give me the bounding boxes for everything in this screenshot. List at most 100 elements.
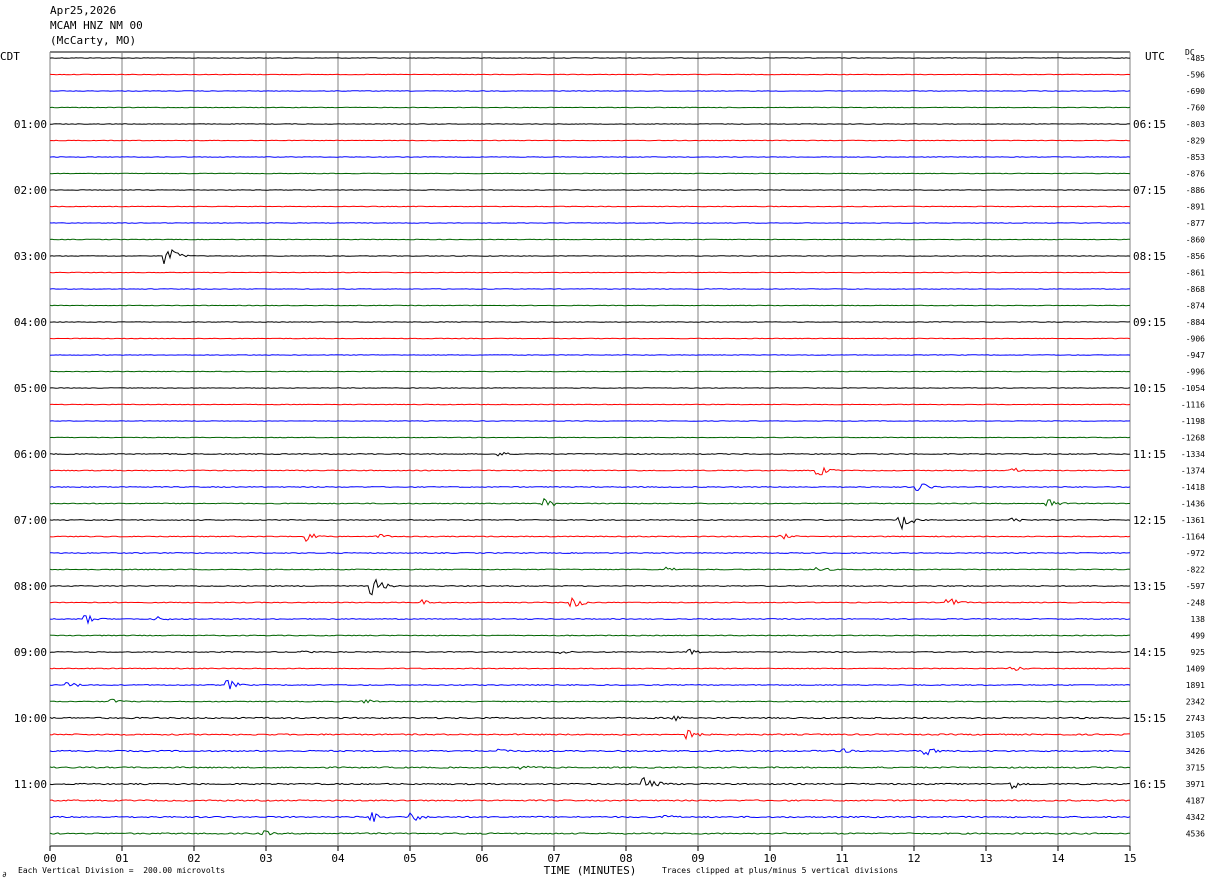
left-hour-label: 01:00 — [14, 118, 47, 131]
x-tick-label: 09 — [691, 852, 704, 865]
dc-offset-value: -829 — [1186, 137, 1205, 146]
seismic-trace — [49, 578, 1131, 596]
dc-offset-value: -760 — [1186, 104, 1205, 113]
dc-offset-value: -884 — [1186, 318, 1205, 327]
seismic-trace — [49, 566, 1131, 571]
dc-offset-value: -1374 — [1181, 467, 1205, 476]
dc-offset-value: 4187 — [1186, 797, 1205, 806]
dc-offset-value: -1334 — [1181, 450, 1205, 459]
seismic-trace — [49, 497, 1130, 507]
left-hour-label: 06:00 — [14, 448, 47, 461]
dc-offset-value: 925 — [1191, 648, 1206, 657]
dc-offset-value: -1054 — [1181, 384, 1205, 393]
scale-note: Each Vertical Division = 200.00 microvol… — [18, 866, 226, 875]
dc-offset-value: -596 — [1186, 71, 1205, 80]
left-hour-label: 05:00 — [14, 382, 47, 395]
seismic-trace — [49, 830, 1130, 836]
left-hour-label: 09:00 — [14, 646, 47, 659]
x-tick-label: 05 — [403, 852, 416, 865]
x-tick-label: 03 — [259, 852, 272, 865]
seismic-trace — [49, 765, 1131, 770]
dc-offset-value: -861 — [1186, 269, 1205, 278]
dc-offset-value: -1116 — [1181, 401, 1205, 410]
dc-offset-label: DC — [1185, 48, 1195, 57]
left-hour-label: 03:00 — [14, 250, 47, 263]
dc-offset-value: -1164 — [1181, 533, 1205, 542]
seismic-trace — [49, 552, 1131, 554]
right-hour-label: 06:15 — [1133, 118, 1166, 131]
dc-offset-value: 499 — [1191, 632, 1206, 641]
dc-offset-value: -906 — [1186, 335, 1205, 344]
x-tick-label: 06 — [475, 852, 488, 865]
dc-offset-value: -996 — [1186, 368, 1205, 377]
seismic-trace — [49, 666, 1131, 671]
station-location: (McCarty, MO) — [50, 34, 137, 47]
dc-offset-value: -972 — [1186, 549, 1205, 558]
dc-offset-value: -860 — [1186, 236, 1205, 245]
seismic-trace — [49, 715, 1131, 722]
right-hour-label: 07:15 — [1133, 184, 1166, 197]
x-tick-label: 10 — [763, 852, 776, 865]
seismic-trace — [49, 248, 1131, 265]
seismic-trace — [49, 451, 1131, 457]
dc-offset-value: -947 — [1186, 351, 1205, 360]
right-hour-label: 08:15 — [1133, 250, 1166, 263]
right-hour-label: 13:15 — [1133, 580, 1166, 593]
seismic-trace — [49, 748, 1131, 756]
left-timezone-label: CDT — [0, 50, 20, 63]
left-hour-label: 10:00 — [14, 712, 47, 725]
plot-date: Apr25,2026 — [50, 4, 117, 17]
x-tick-label: 01 — [115, 852, 128, 865]
seismic-trace — [49, 812, 1131, 822]
dc-offset-value: 3105 — [1186, 731, 1205, 740]
dc-offset-value: -1198 — [1181, 417, 1205, 426]
dc-offset-value: -803 — [1186, 120, 1205, 129]
seismic-trace — [49, 516, 1131, 531]
dc-offset-value: 2743 — [1186, 714, 1205, 723]
seismic-trace — [49, 729, 1130, 741]
dc-offset-value: -485 — [1186, 54, 1205, 63]
dc-offset-value: -891 — [1186, 203, 1205, 212]
seismic-trace — [49, 776, 1131, 790]
dc-offset-value: -876 — [1186, 170, 1205, 179]
dc-offset-value: -248 — [1186, 599, 1205, 608]
dc-offset-value: 1891 — [1186, 681, 1205, 690]
seismic-trace — [49, 799, 1130, 802]
dc-offset-value: 138 — [1191, 615, 1206, 624]
dc-offset-value: -822 — [1186, 566, 1205, 575]
dc-offset-value: -856 — [1186, 252, 1205, 261]
dc-offset-value: -853 — [1186, 153, 1205, 162]
dc-offset-value: -874 — [1186, 302, 1205, 311]
right-hour-label: 09:15 — [1133, 316, 1166, 329]
x-tick-label: 11 — [835, 852, 848, 865]
dc-offset-value: -597 — [1186, 582, 1205, 591]
dc-offset-value: -1268 — [1181, 434, 1205, 443]
left-hour-label: 07:00 — [14, 514, 47, 527]
seismic-trace — [49, 533, 1131, 543]
dc-offset-value: 1409 — [1186, 665, 1205, 674]
x-tick-label: 08 — [619, 852, 632, 865]
left-hour-label: 08:00 — [14, 580, 47, 593]
dc-offset-value: -1418 — [1181, 483, 1205, 492]
dc-offset-value: -1436 — [1181, 500, 1205, 509]
clip-note: Traces clipped at plus/minus 5 vertical … — [662, 866, 899, 875]
x-tick-label: 14 — [1051, 852, 1065, 865]
dc-offset-value: -690 — [1186, 87, 1205, 96]
x-tick-label: 02 — [187, 852, 200, 865]
right-hour-label: 14:15 — [1133, 646, 1166, 659]
dc-offset-value: 4536 — [1186, 830, 1205, 839]
x-axis-title: TIME (MINUTES) — [544, 864, 637, 877]
logo-icon: ∂ — [2, 870, 7, 879]
dc-offset-value: 3715 — [1186, 764, 1205, 773]
right-hour-label: 16:15 — [1133, 778, 1166, 791]
left-hour-label: 11:00 — [14, 778, 47, 791]
x-tick-label: 04 — [331, 852, 345, 865]
left-hour-label: 02:00 — [14, 184, 47, 197]
x-tick-label: 15 — [1123, 852, 1136, 865]
dc-offset-value: 3971 — [1186, 780, 1205, 789]
right-hour-label: 10:15 — [1133, 382, 1166, 395]
x-tick-label: 12 — [907, 852, 920, 865]
dc-offset-value: -886 — [1186, 186, 1205, 195]
seismic-trace — [49, 597, 1131, 608]
seismic-trace — [49, 483, 1131, 492]
